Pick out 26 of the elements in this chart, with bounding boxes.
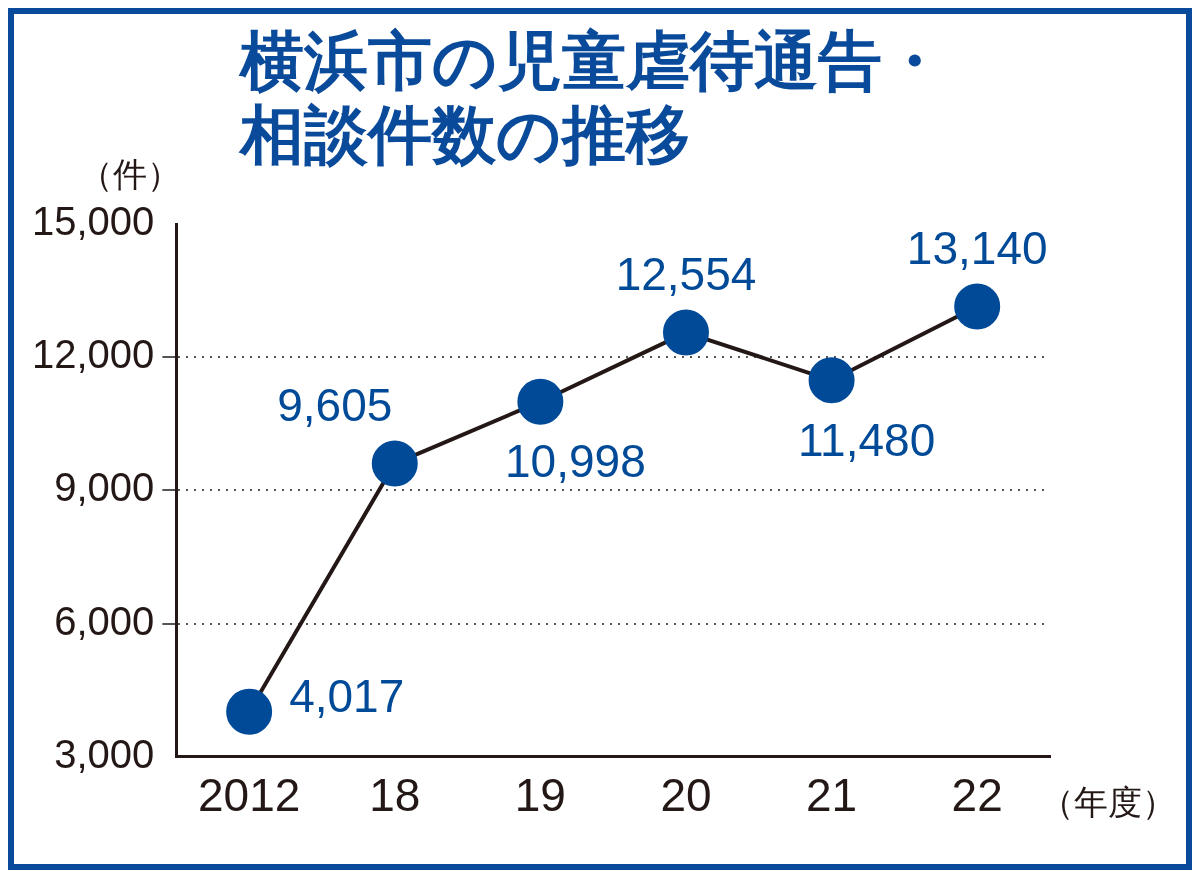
y-tick-label: 12,000 bbox=[32, 332, 155, 377]
point bbox=[517, 378, 564, 425]
data-label: 11,480 bbox=[797, 413, 936, 466]
data-label: 4,017 bbox=[289, 670, 405, 723]
x-tick-label: 19 bbox=[514, 769, 566, 822]
point bbox=[808, 357, 855, 404]
point bbox=[954, 283, 1001, 330]
x-tick-label: 21 bbox=[806, 769, 858, 822]
point bbox=[662, 309, 709, 356]
x-tick-label: 20 bbox=[660, 769, 712, 822]
x-tick-label: 22 bbox=[951, 769, 1003, 822]
data-label: 12,554 bbox=[615, 248, 757, 301]
point bbox=[226, 688, 273, 735]
chart-title: 横浜市の児童虐待通告・相談件数の推移 bbox=[240, 23, 947, 172]
point bbox=[371, 440, 418, 487]
y-tick-label: 9,000 bbox=[54, 465, 155, 510]
y-tick-label: 15,000 bbox=[32, 199, 155, 244]
x-tick-label: 2012 bbox=[197, 769, 301, 822]
data-label: 9,605 bbox=[277, 379, 393, 432]
data-label: 10,998 bbox=[505, 435, 646, 488]
x-axis-title: （年度） bbox=[1040, 783, 1176, 822]
y-axis-title: （件） bbox=[79, 155, 181, 194]
x-tick-label: 18 bbox=[369, 769, 421, 822]
data-label: 13,140 bbox=[906, 222, 1048, 275]
y-tick-label: 3,000 bbox=[54, 731, 155, 776]
y-tick-label: 6,000 bbox=[54, 598, 155, 643]
